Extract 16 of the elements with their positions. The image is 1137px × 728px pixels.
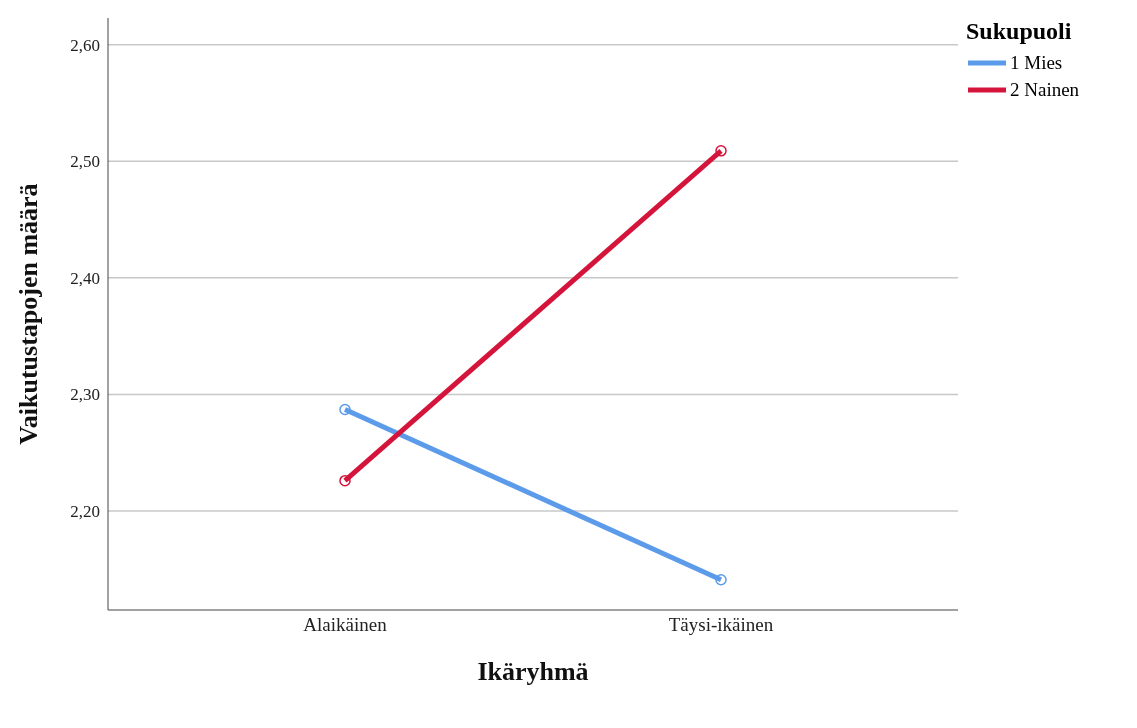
point — [715, 145, 727, 157]
legend-title: Sukupuoli — [966, 18, 1073, 45]
y-tick-label: 2,30 — [70, 385, 100, 405]
legend-label: 1 Mies — [1010, 51, 1063, 74]
legend-label: 2 Nainen — [1010, 78, 1080, 101]
y-tick-label: 2,20 — [70, 501, 100, 521]
y-axis-title: Vaikutustapojen määrä — [14, 183, 44, 445]
x-axis-title: Ikäryhmä — [477, 657, 589, 686]
point — [339, 403, 351, 416]
point — [715, 573, 727, 586]
y-tick-label: 2,50 — [70, 152, 100, 172]
x-tick-label: Alaikäinen — [303, 614, 388, 636]
y-tick-label: 2,60 — [70, 35, 100, 55]
point — [339, 474, 351, 487]
y-tick-label: 2,40 — [70, 268, 100, 288]
x-tick-label: Täysi-ikäinen — [668, 614, 774, 636]
